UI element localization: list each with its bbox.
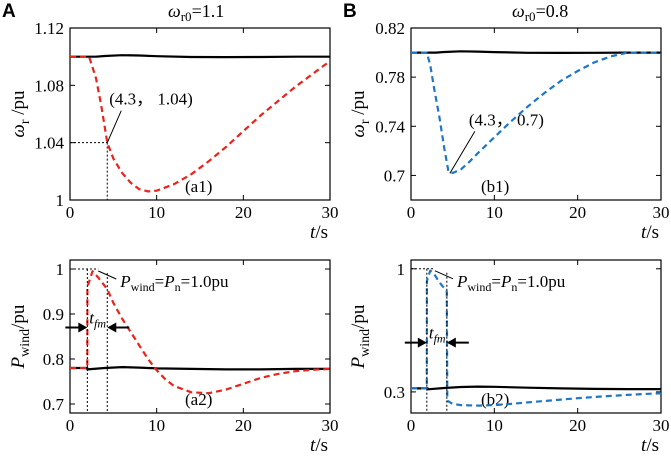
y-tick-label: 1.12 [34,19,64,38]
series-solid-line [70,366,330,371]
chart-a1: 0 10 20 30 1 1.04 1.08 1.12 t/s ωr /pu (a1) (4.3， 1… [8,19,339,243]
x-axis-label: t/s [641,435,659,456]
x-tick-label: 30 [653,203,670,222]
y-tick-label: 1.04 [34,134,64,153]
chart-a2: 0 10 20 30 0.7 0.8 0.9 1 t/s Pwind/pu (a2) Pwind=Pn… [8,259,339,456]
x-tick-label: 30 [322,416,339,435]
x-tick-label: 10 [148,203,165,222]
panel-sublabel: (b1) [481,177,509,196]
series-solid-line [411,385,661,391]
y-axis-label: ωr /pu [348,90,373,138]
plot-frame [410,27,662,201]
y-tick-label: 1 [56,260,65,279]
y-tick-label: 0.82 [375,19,405,38]
y-tick-label: 0.74 [375,117,405,136]
plot-frame [69,259,331,414]
x-tick-label: 20 [569,416,586,435]
annotation-leader [106,110,122,143]
panel-letter-b: B [343,1,357,22]
x-tick-label: 10 [486,416,503,435]
tfm-arrow-right-head [107,322,117,333]
annotation-pwind: Pwind=Pn=1.0pu [119,272,229,294]
x-axis-label: t/s [310,435,328,456]
series-solid-line [411,50,661,55]
y-axis-label: ωr /pu [8,90,33,138]
x-axis-label: t/s [641,222,659,243]
y-tick-label: 0.8 [43,350,64,369]
tfm-arrow-right-head [446,337,456,348]
plot-frame [69,27,331,201]
y-tick-label: 1 [397,260,406,279]
series-dashed-line [411,269,662,407]
chart-b2: 0 10 20 30 0.3 1 t/s Pwind/pu (b2) Pwind=Pn=1.0pu… [348,259,670,456]
annotation-pwind: Pwind=Pn=1.0pu [456,272,566,294]
series-dashed-line [70,270,331,395]
x-axis-label: t/s [310,222,328,243]
panel-sublabel: (b2) [481,390,509,409]
x-tick-label: 0 [407,416,416,435]
y-tick-label: 0.7 [43,395,65,414]
y-axis-label: Pwind/pu [8,304,33,369]
x-tick-label: 0 [407,203,416,222]
y-tick-label: 0.3 [384,383,405,402]
tfm-label: tfm [429,324,446,346]
series-solid-line [70,54,330,59]
title-b: ωr0=0.8 [512,1,568,24]
plot-frame [410,259,662,414]
annotation-point: (4.3， 0.7) [469,110,544,129]
y-tick-label: 0.78 [375,68,405,87]
panel-letter-a: A [2,1,16,22]
panel-sublabel: (a2) [185,390,212,409]
annotation-leader [449,131,476,174]
tfm-label: tfm [89,309,106,331]
series-dashed-line [70,55,331,193]
annotation-point: (4.3， 1.04) [109,90,193,109]
x-tick-label: 30 [653,416,670,435]
chart-b1: 0 10 20 30 0.7 0.74 0.78 0.82 t/s ωr /pu (b1) (4.3，… [348,19,670,243]
tfm-arrow-left-head [78,322,88,333]
x-tick-label: 10 [148,416,165,435]
y-tick-label: 0.7 [384,166,406,185]
series-dashed-line [411,51,661,175]
y-tick-label: 1.08 [34,76,64,95]
panel-sublabel: (a1) [185,177,212,196]
x-tick-label: 30 [322,203,339,222]
x-tick-label: 0 [66,203,75,222]
x-tick-label: 20 [569,203,586,222]
y-tick-label: 0.9 [43,305,64,324]
x-tick-label: 20 [235,203,252,222]
tfm-arrow-left-head [417,337,427,348]
y-axis-label: Pwind/pu [348,304,373,369]
title-a: ωr0=1.1 [168,1,224,24]
x-tick-label: 20 [235,416,252,435]
x-tick-label: 10 [486,203,503,222]
x-tick-label: 0 [66,416,75,435]
annotation-leader [434,270,454,280]
y-tick-label: 1 [56,191,65,210]
